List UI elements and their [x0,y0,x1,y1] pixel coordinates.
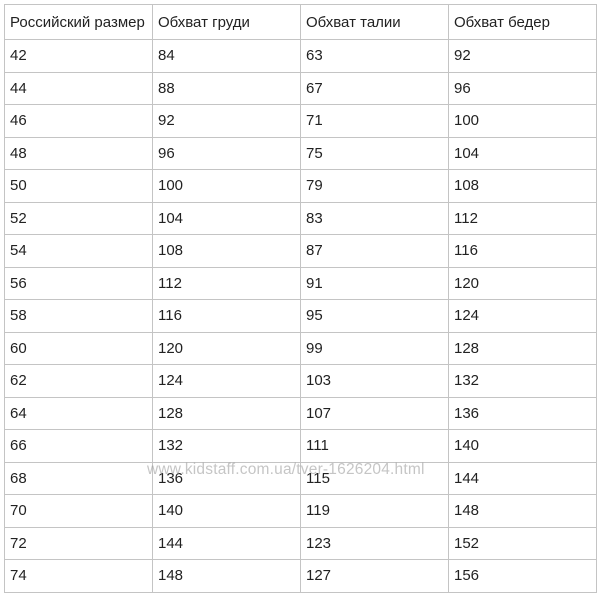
table-cell: 50 [4,169,153,203]
table-cell: 96 [152,136,301,170]
table-cell: 64 [4,396,153,430]
table-cell: 68 [4,461,153,495]
table-cell: 112 [448,201,597,235]
table-cell: 116 [152,299,301,333]
table-row: 46 92 71 100 [4,104,597,138]
table-cell: 104 [152,201,301,235]
table-cell: 58 [4,299,153,333]
header-cell: Обхват груди [152,4,301,40]
table-cell: 66 [4,429,153,463]
table-cell: 120 [448,266,597,300]
table-row: 58 116 95 124 [4,299,597,333]
table-row: 50 100 79 108 [4,169,597,203]
table-cell: 48 [4,136,153,170]
table-cell: 152 [448,526,597,560]
table-cell: 92 [152,104,301,138]
table-cell: 92 [448,39,597,73]
table-cell: 75 [300,136,449,170]
table-cell: 119 [300,494,449,528]
table-cell: 83 [300,201,449,235]
table-cell: 67 [300,71,449,105]
table-cell: 91 [300,266,449,300]
header-row: Российский размер Обхват груди Обхват тали… [4,4,597,40]
table-cell: 140 [152,494,301,528]
table-cell: 148 [152,559,301,593]
table-row: 72 144 123 152 [4,526,597,560]
table-cell: 52 [4,201,153,235]
table-cell: 60 [4,331,153,365]
table-cell: 84 [152,39,301,73]
table-row: 62 124 103 132 [4,364,597,398]
table-cell: 46 [4,104,153,138]
table-cell: 128 [448,331,597,365]
table-cell: 42 [4,39,153,73]
table-row: 42 84 63 92 [4,39,597,73]
table-cell: 100 [448,104,597,138]
table-row: 60 120 99 128 [4,331,597,365]
table-cell: 62 [4,364,153,398]
table-cell: 54 [4,234,153,268]
table-cell: 99 [300,331,449,365]
table-cell: 103 [300,364,449,398]
table-cell: 79 [300,169,449,203]
table-cell: 95 [300,299,449,333]
size-table: Российский размер Обхват груди Обхват тали… [4,4,597,593]
table-cell: 132 [152,429,301,463]
table-cell: 70 [4,494,153,528]
table-cell: 144 [152,526,301,560]
table-cell: 63 [300,39,449,73]
table-cell: 128 [152,396,301,430]
table-cell: 88 [152,71,301,105]
table-cell: 148 [448,494,597,528]
table-cell: 112 [152,266,301,300]
table-cell: 115 [300,461,449,495]
table-row: 66 132 111 140 [4,429,597,463]
table-row: 54 108 87 116 [4,234,597,268]
table-cell: 124 [448,299,597,333]
table-cell: 124 [152,364,301,398]
table-cell: 74 [4,559,153,593]
table-cell: 116 [448,234,597,268]
table-row: 74 148 127 156 [4,559,597,593]
table-cell: 136 [152,461,301,495]
table-cell: 44 [4,71,153,105]
table-row: 56 112 91 120 [4,266,597,300]
table-cell: 120 [152,331,301,365]
table-cell: 100 [152,169,301,203]
table-cell: 56 [4,266,153,300]
header-cell: Российский размер [4,4,153,40]
table-cell: 71 [300,104,449,138]
table-cell: 123 [300,526,449,560]
table-cell: 156 [448,559,597,593]
table-cell: 96 [448,71,597,105]
table-row: 52 104 83 112 [4,201,597,235]
header-cell: Обхват талии [300,4,449,40]
table-cell: 104 [448,136,597,170]
table-cell: 140 [448,429,597,463]
table-row: 44 88 67 96 [4,71,597,105]
table-cell: 108 [152,234,301,268]
table-row: 48 96 75 104 [4,136,597,170]
table-cell: 136 [448,396,597,430]
table-row: 64 128 107 136 [4,396,597,430]
table-cell: 87 [300,234,449,268]
table-cell: 144 [448,461,597,495]
table-body: 42 84 63 92 44 88 67 96 46 92 71 100 48 96 75 104 50 100 7… [4,39,597,593]
table-cell: 111 [300,429,449,463]
header-cell: Обхват бедер [448,4,597,40]
table-row: 68 136 115 144 [4,461,597,495]
table-cell: 72 [4,526,153,560]
table-cell: 107 [300,396,449,430]
table-row: 70 140 119 148 [4,494,597,528]
table-cell: 132 [448,364,597,398]
table-cell: 127 [300,559,449,593]
table-cell: 108 [448,169,597,203]
